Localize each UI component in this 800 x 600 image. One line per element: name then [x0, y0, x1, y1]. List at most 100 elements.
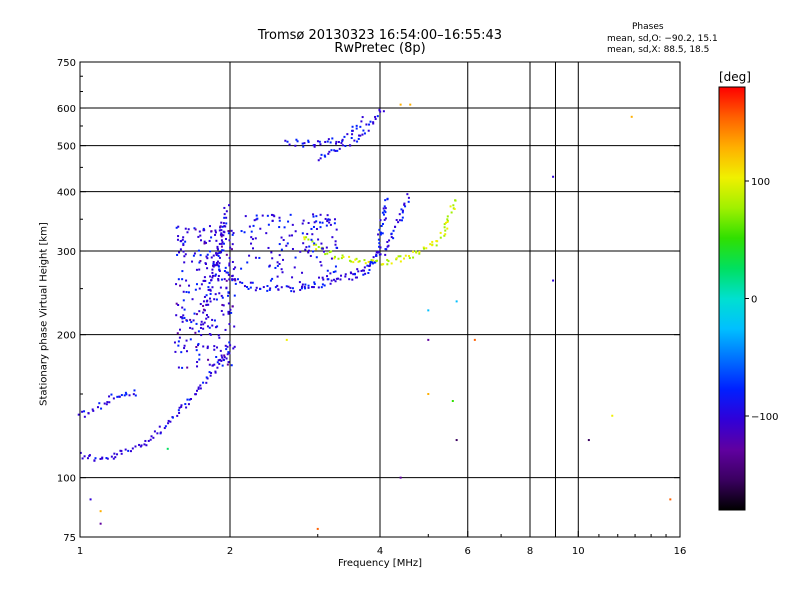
data-point [203, 276, 206, 279]
data-point [246, 285, 249, 288]
data-point [333, 257, 336, 260]
data-point [325, 246, 328, 249]
data-point [208, 281, 211, 284]
data-point [211, 264, 214, 267]
data-point [222, 249, 225, 252]
data-point [176, 253, 179, 256]
y-tick-label: 300 [57, 247, 76, 258]
data-point [213, 298, 216, 301]
data-point [270, 213, 273, 216]
data-point [317, 286, 320, 289]
data-point [401, 209, 404, 212]
outlier-point [399, 103, 402, 106]
data-point [306, 232, 309, 235]
data-point [274, 286, 277, 289]
data-point [449, 205, 452, 208]
data-point [408, 257, 411, 260]
data-point [361, 133, 364, 136]
data-point [248, 254, 251, 257]
data-point [233, 345, 236, 348]
data-point [224, 225, 227, 228]
data-point [188, 398, 191, 401]
data-point [334, 265, 337, 268]
data-point [167, 419, 170, 422]
data-point [313, 143, 316, 146]
data-point [303, 142, 306, 145]
data-point [397, 255, 400, 258]
data-point [207, 358, 210, 361]
data-point [114, 456, 117, 459]
data-point [218, 229, 221, 232]
data-point [280, 268, 283, 271]
data-point [181, 278, 184, 281]
data-point [183, 344, 186, 347]
data-point [271, 277, 274, 280]
data-point [287, 285, 290, 288]
y-tick-label: 100 [57, 474, 76, 485]
data-point [339, 278, 342, 281]
data-point [321, 247, 324, 250]
data-point [149, 438, 152, 441]
data-point [86, 457, 89, 460]
data-point [269, 287, 272, 290]
data-point [225, 286, 228, 289]
data-point [348, 259, 351, 262]
colorbar-tick-label: 100 [751, 177, 770, 188]
data-point [202, 304, 205, 307]
data-point [395, 257, 398, 260]
data-point [319, 226, 322, 229]
data-point [223, 216, 226, 219]
data-point [249, 281, 252, 284]
data-point [211, 364, 214, 367]
data-point [415, 251, 418, 254]
data-point [211, 318, 214, 321]
data-point [103, 402, 106, 405]
data-point [208, 326, 211, 329]
data-point [366, 264, 369, 267]
data-point [177, 278, 180, 281]
data-point [227, 361, 230, 364]
data-point [307, 140, 310, 143]
data-point [143, 443, 146, 446]
data-point [179, 328, 182, 331]
data-point [325, 224, 328, 227]
data-point [454, 199, 457, 202]
data-point [266, 214, 269, 217]
data-point [195, 313, 198, 316]
data-point [333, 278, 336, 281]
data-point [311, 233, 314, 236]
data-point [329, 141, 332, 144]
data-point [326, 275, 329, 278]
data-point [222, 304, 225, 307]
data-point [369, 120, 372, 123]
data-point [206, 347, 209, 350]
data-point [317, 159, 320, 162]
data-point [197, 235, 200, 238]
data-point [382, 263, 385, 266]
data-point [222, 313, 225, 316]
data-point [202, 345, 205, 348]
data-point [184, 253, 187, 256]
data-point [213, 319, 216, 322]
data-point [145, 444, 148, 447]
data-point [384, 211, 387, 214]
data-point [131, 447, 134, 450]
data-point [335, 228, 338, 231]
data-point [132, 393, 135, 396]
data-point [253, 219, 256, 222]
data-point [210, 279, 213, 282]
data-point [232, 347, 235, 350]
data-point [88, 454, 91, 457]
data-point [383, 209, 386, 212]
data-point [218, 336, 221, 339]
data-point [285, 244, 288, 247]
data-point [403, 203, 406, 206]
data-point [171, 416, 174, 419]
data-point [185, 339, 188, 342]
data-point [216, 263, 219, 266]
data-point [211, 276, 214, 279]
data-point [404, 205, 407, 208]
data-point [203, 240, 206, 243]
data-point [99, 457, 102, 460]
data-point [215, 253, 218, 256]
